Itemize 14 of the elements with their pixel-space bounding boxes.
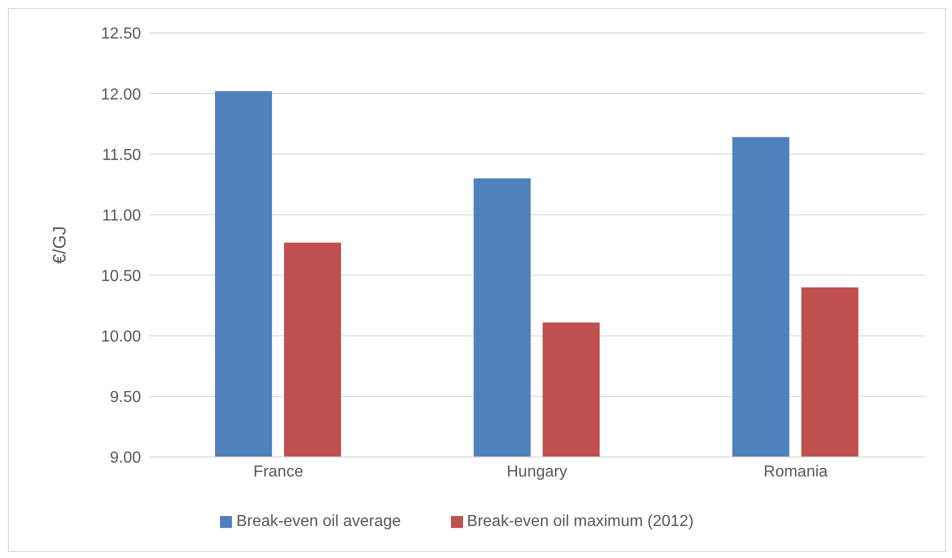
y-axis-title: €/GJ: [49, 226, 70, 264]
legend-label: Break-even oil maximum (2012): [466, 513, 694, 530]
x-tick-label: Romania: [764, 463, 828, 480]
y-tick-label: 10.00: [100, 328, 142, 346]
x-tick-label: Hungary: [506, 463, 568, 480]
y-tick-label: 12.50: [100, 26, 142, 43]
y-tick-label: 9.50: [110, 389, 142, 406]
y-tick-label: 11.00: [102, 207, 142, 224]
y-tick-label: 11.50: [102, 146, 142, 164]
y-tick-label: 12.00: [100, 86, 142, 104]
legend-label: Break-even oil average: [236, 513, 401, 530]
x-tick-label: France: [253, 463, 304, 480]
y-tick-label: 9.00: [110, 450, 142, 467]
y-tick-label: 10.50: [100, 268, 142, 285]
